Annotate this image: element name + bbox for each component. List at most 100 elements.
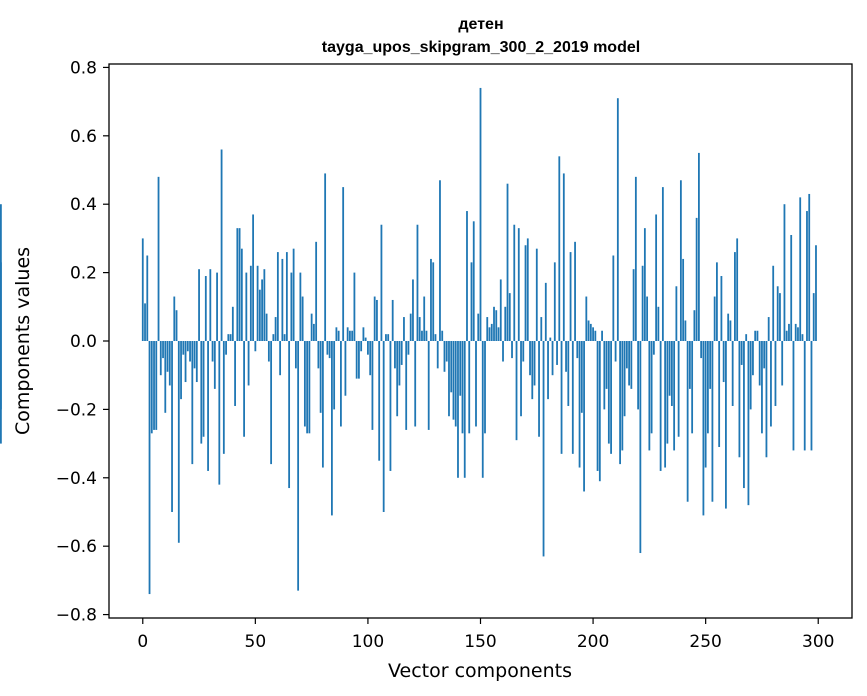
bar	[391, 299, 394, 341]
y-tick-label: 0.2	[70, 264, 97, 284]
bar	[180, 341, 182, 400]
bar	[256, 265, 259, 341]
x-axis-label: Vector components	[388, 660, 572, 682]
bar	[526, 238, 529, 341]
bar	[173, 296, 176, 341]
bar	[497, 327, 500, 341]
bar	[661, 187, 664, 341]
bar	[220, 149, 223, 341]
bar	[803, 341, 806, 451]
bar	[686, 341, 689, 502]
bar	[790, 234, 793, 341]
bar	[416, 224, 419, 341]
bar	[797, 327, 799, 341]
bar	[711, 341, 714, 502]
bar	[781, 341, 784, 386]
bar	[360, 341, 363, 352]
x-tick-label: 150	[464, 632, 496, 652]
bar	[452, 341, 455, 420]
bar	[468, 341, 471, 434]
bar	[752, 341, 754, 376]
bar	[380, 224, 383, 341]
bar	[439, 180, 441, 341]
bar	[515, 341, 518, 441]
bar	[195, 341, 198, 383]
bar	[540, 317, 543, 341]
bar	[376, 299, 378, 341]
bar	[776, 286, 779, 341]
bar	[524, 245, 527, 341]
bar	[646, 296, 649, 341]
bar	[477, 313, 480, 341]
bar	[335, 327, 338, 341]
bar	[394, 341, 396, 369]
bar	[265, 313, 268, 341]
bar	[549, 337, 552, 341]
bar	[184, 341, 187, 383]
bar	[400, 341, 403, 365]
y-tick-label: −0.4	[56, 469, 97, 489]
bar	[409, 313, 412, 341]
bar	[767, 317, 770, 341]
bar	[252, 214, 254, 341]
bar	[425, 330, 428, 341]
bar	[792, 341, 795, 451]
bar	[765, 341, 768, 458]
bar	[616, 98, 619, 341]
bar	[148, 341, 151, 595]
bar	[445, 341, 448, 362]
bar	[238, 228, 241, 341]
chart-subtitle: tayga_upos_skipgram_300_2_2019 model	[322, 39, 640, 56]
bar	[641, 265, 644, 341]
bar	[664, 341, 667, 468]
bar	[204, 276, 207, 341]
bar	[141, 238, 144, 341]
bar	[612, 255, 615, 341]
bar	[533, 341, 536, 386]
bar	[396, 341, 399, 417]
bar	[779, 293, 781, 341]
bar	[319, 341, 322, 413]
bar	[531, 341, 534, 400]
bar	[567, 341, 570, 406]
bar	[243, 341, 245, 437]
bar	[443, 341, 446, 372]
bar	[276, 252, 279, 341]
bar	[155, 341, 158, 430]
bar	[585, 296, 588, 341]
bar	[637, 341, 640, 410]
bar	[475, 341, 477, 427]
y-tick-label: −0.8	[56, 606, 97, 626]
bar	[603, 341, 606, 410]
bar	[171, 341, 173, 512]
bar	[486, 317, 489, 341]
bar	[427, 341, 430, 430]
bar	[303, 341, 306, 427]
bar	[159, 341, 162, 376]
bar	[754, 330, 757, 341]
bar	[700, 341, 703, 359]
bar	[166, 341, 169, 372]
bar	[571, 341, 574, 454]
x-tick-label: 250	[689, 632, 721, 652]
bar	[470, 262, 473, 341]
bar	[785, 330, 788, 341]
bar	[691, 341, 694, 434]
bar	[736, 238, 739, 341]
bar	[412, 279, 414, 341]
bar	[745, 334, 748, 341]
bar	[387, 334, 390, 341]
bar	[592, 327, 594, 341]
bar	[675, 286, 678, 341]
bar	[506, 183, 509, 341]
bar	[461, 341, 464, 434]
bar	[679, 180, 682, 341]
bar	[162, 341, 164, 359]
bar	[157, 176, 160, 341]
bar	[207, 341, 209, 471]
bar	[522, 341, 525, 362]
bar	[655, 214, 658, 341]
bar	[731, 341, 734, 406]
plot-frame	[108, 63, 853, 619]
bar	[648, 341, 651, 451]
